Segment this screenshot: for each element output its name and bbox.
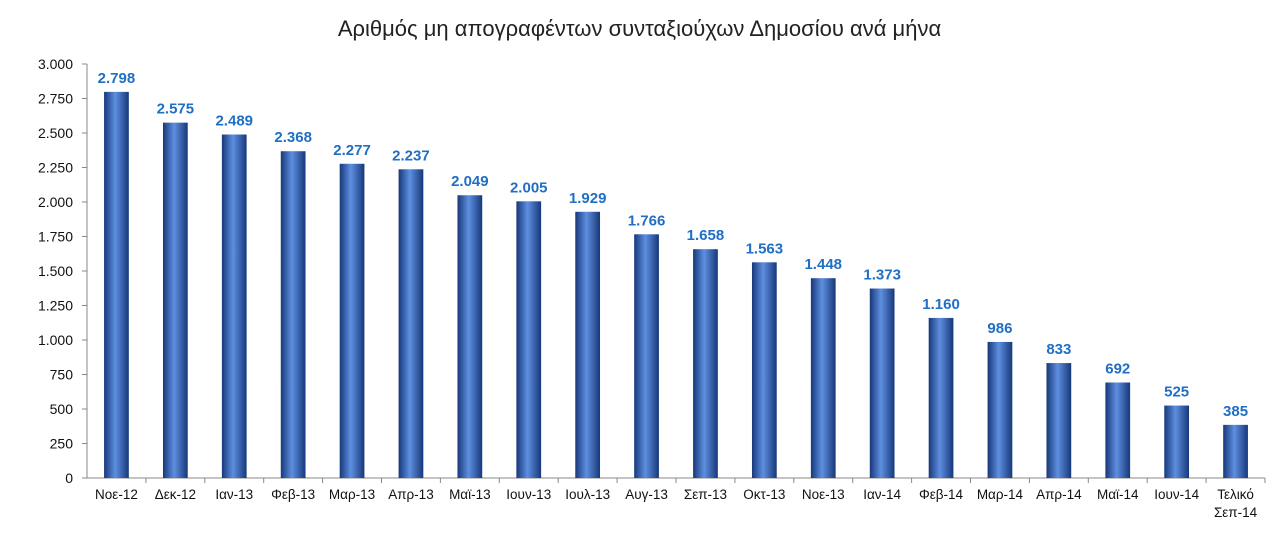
bar bbox=[162, 122, 188, 479]
data-label: 1.448 bbox=[804, 256, 842, 273]
data-label: 2.368 bbox=[274, 129, 312, 146]
bar bbox=[1105, 382, 1131, 478]
bar bbox=[928, 317, 954, 478]
x-tick-label: Αυγ-13 bbox=[625, 487, 668, 502]
bar bbox=[398, 169, 424, 478]
data-label: 2.798 bbox=[98, 70, 136, 87]
x-tick-label: Οκτ-13 bbox=[743, 487, 785, 502]
x-tick-label: Νοε-12 bbox=[95, 487, 138, 502]
x-tick-label: Δεκ-12 bbox=[155, 487, 196, 502]
y-tick-label: 2.000 bbox=[38, 194, 73, 210]
bar bbox=[457, 195, 483, 478]
bar bbox=[516, 201, 542, 478]
y-tick-label: 500 bbox=[50, 401, 74, 417]
x-tick-label: Τελικό Σεπ-14 bbox=[1214, 487, 1258, 520]
data-label: 692 bbox=[1105, 361, 1130, 378]
y-tick-label: 750 bbox=[50, 367, 74, 383]
x-tick-label: Ιουλ-13 bbox=[565, 487, 610, 502]
y-tick-label: 2.250 bbox=[38, 160, 73, 176]
x-tick-label: Μαϊ-14 bbox=[1097, 487, 1139, 502]
data-label: 2.489 bbox=[215, 113, 253, 130]
data-label: 2.005 bbox=[510, 179, 548, 196]
bar bbox=[104, 91, 129, 478]
y-tick-label: 1.000 bbox=[38, 332, 73, 348]
x-tick-label: Ιουν-13 bbox=[506, 487, 551, 502]
bars-layer bbox=[104, 91, 1248, 479]
data-label: 1.373 bbox=[863, 267, 901, 284]
bar bbox=[1223, 424, 1248, 478]
y-tick-label: 2.750 bbox=[38, 91, 73, 107]
data-label: 1.563 bbox=[746, 240, 784, 257]
bar bbox=[987, 341, 1013, 478]
data-label: 1.658 bbox=[687, 227, 725, 244]
x-tick-label: Σεπ-13 bbox=[684, 487, 727, 502]
data-label: 525 bbox=[1164, 384, 1189, 401]
bar bbox=[1164, 405, 1190, 478]
bar bbox=[634, 234, 659, 478]
data-label: 1.766 bbox=[628, 212, 666, 229]
bar bbox=[575, 211, 601, 478]
x-tick-label: Μαρ-13 bbox=[329, 487, 375, 502]
x-tick-label: Μαϊ-13 bbox=[449, 487, 491, 502]
bar bbox=[221, 134, 247, 478]
x-tick-label: Απρ-14 bbox=[1036, 487, 1082, 502]
data-label: 1.160 bbox=[922, 296, 960, 313]
data-label: 385 bbox=[1223, 403, 1248, 420]
x-tick-label: Ιουν-14 bbox=[1154, 487, 1199, 502]
x-tick-label: Απρ-13 bbox=[388, 487, 434, 502]
bar bbox=[869, 288, 895, 478]
labels-layer: 2.798 Νοε-12 2.575 Δεκ-12 2.489 Ιαν-13 2.368 Φε… bbox=[95, 70, 1258, 520]
x-tick-label: Φεβ-13 bbox=[271, 487, 315, 502]
axes-layer: 0 250 500 750 1.000 1.250 1.500 1.750 2.000 2.250… bbox=[38, 56, 1266, 486]
bar bbox=[751, 262, 777, 478]
x-tick-label: Ιαν-14 bbox=[863, 487, 901, 502]
data-label: 2.049 bbox=[451, 173, 489, 190]
x-tick-label: Μαρ-14 bbox=[977, 487, 1024, 502]
y-tick-label: 250 bbox=[50, 436, 74, 452]
bar bbox=[280, 151, 306, 478]
bar bbox=[339, 163, 365, 479]
data-label: 2.237 bbox=[392, 147, 430, 164]
x-tick-label: Νοε-13 bbox=[802, 487, 845, 502]
data-label: 2.277 bbox=[333, 142, 371, 159]
y-tick-label: 0 bbox=[65, 470, 73, 486]
data-label: 833 bbox=[1046, 341, 1071, 358]
y-tick-label: 2.500 bbox=[38, 125, 73, 141]
y-tick-label: 1.500 bbox=[38, 263, 73, 279]
y-tick-label: 3.000 bbox=[38, 56, 73, 72]
data-label: 986 bbox=[987, 320, 1012, 337]
x-tick-label: Φεβ-14 bbox=[919, 487, 964, 502]
bar bbox=[1046, 363, 1072, 478]
y-tick-label: 1.250 bbox=[38, 298, 73, 314]
y-tick-label: 1.750 bbox=[38, 229, 73, 245]
data-label: 1.929 bbox=[569, 190, 607, 207]
data-label: 2.575 bbox=[157, 101, 195, 118]
chart-title: Αριθμός μη απογραφέντων συνταξιούχων Δημ… bbox=[337, 16, 942, 41]
bar bbox=[693, 249, 718, 478]
bar bbox=[810, 278, 836, 478]
x-tick-label: Ιαν-13 bbox=[215, 487, 253, 502]
